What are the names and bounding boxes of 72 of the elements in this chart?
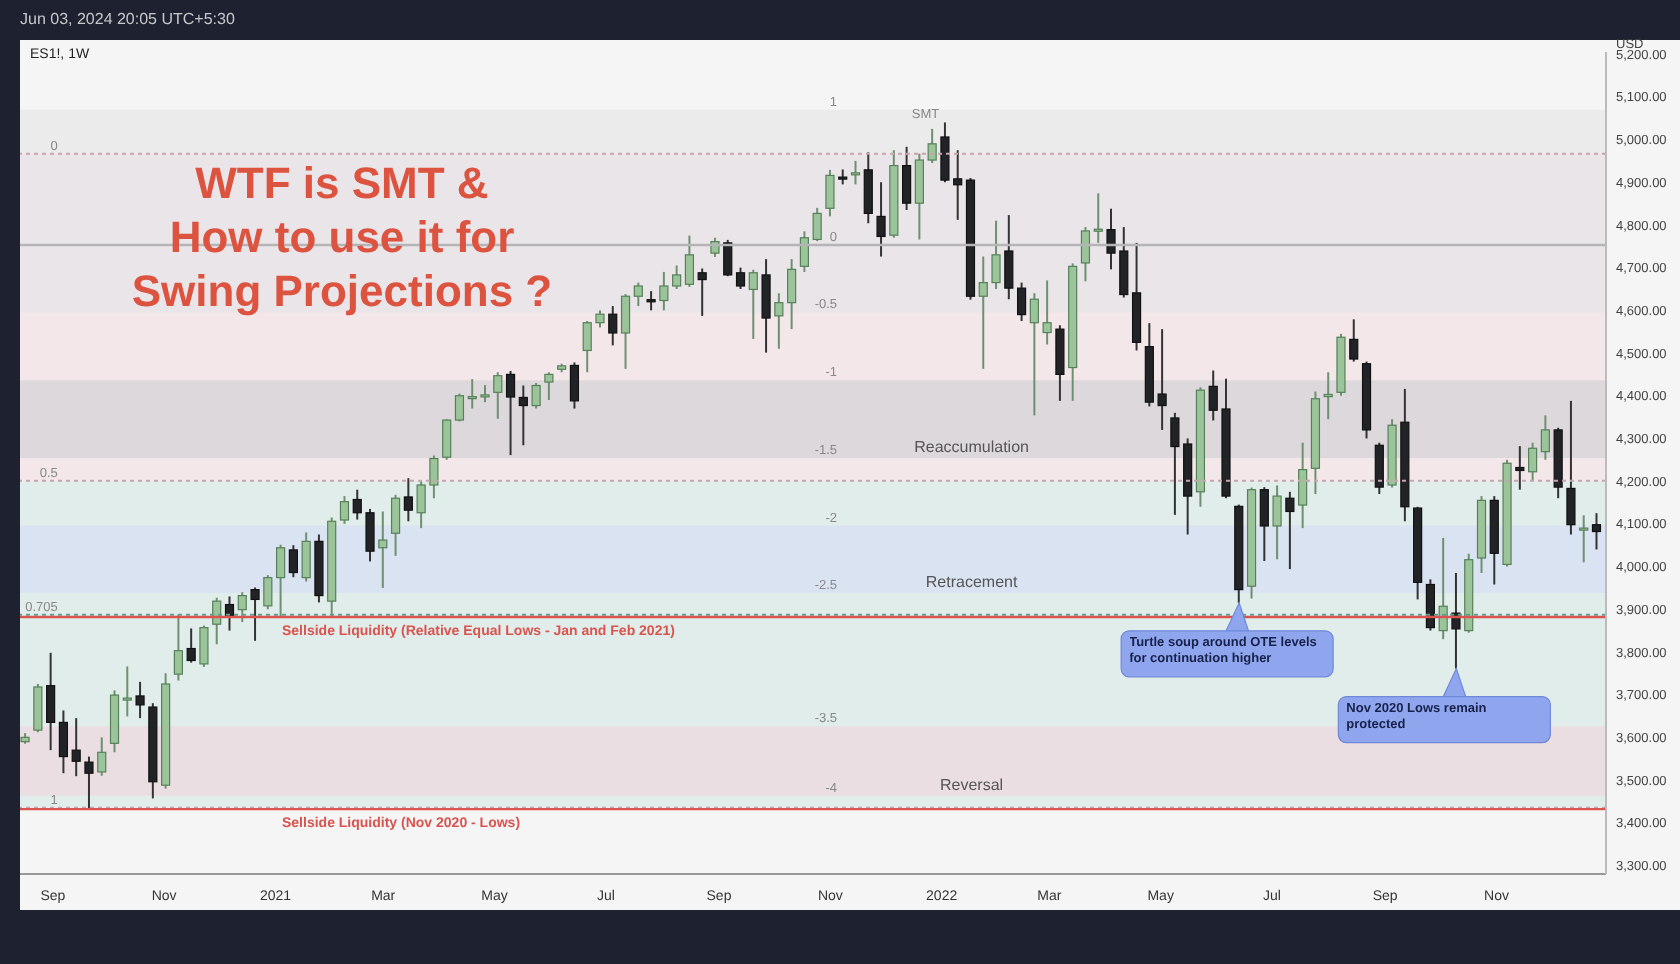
- candlestick: [1323, 371, 1333, 421]
- candlestick: [697, 267, 707, 317]
- candlestick: [863, 151, 873, 225]
- candlestick: [850, 159, 861, 186]
- candlestick: [237, 591, 247, 624]
- candlestick: [263, 574, 273, 611]
- candlestick: [569, 361, 580, 410]
- text: Jun 03, 2024 20:05 UTC+5:30: [20, 10, 235, 28]
- candlestick: [1515, 445, 1525, 491]
- candlestick: [1425, 578, 1435, 632]
- candlestick: [250, 586, 260, 642]
- candlestick: [1349, 318, 1359, 363]
- candlestick: [1579, 514, 1589, 564]
- candlestick: [403, 477, 413, 523]
- candlestick: [1016, 281, 1027, 323]
- candlestick: [186, 627, 196, 664]
- candlestick: [97, 736, 107, 777]
- band-label: Reaccumulation: [914, 438, 1029, 457]
- candlestick: [1272, 484, 1282, 561]
- candlestick: [390, 493, 401, 557]
- candlestick: [825, 168, 835, 218]
- text: WTF is SMT & How to use it for Swing Projections ?: [129, 156, 555, 318]
- candlestick: [1374, 441, 1384, 495]
- candlestick: [122, 665, 132, 718]
- candlestick: [1055, 324, 1065, 402]
- candlestick: [493, 371, 503, 420]
- candlestick: [799, 230, 809, 273]
- candlestick: [902, 145, 912, 211]
- candlestick: [276, 543, 286, 619]
- candlestick: [442, 418, 452, 461]
- band-label: Retracement: [925, 573, 1019, 592]
- candlestick: [787, 258, 797, 331]
- candlestick: [774, 292, 784, 350]
- candlestick: [1080, 226, 1091, 283]
- candlestick: [1298, 441, 1308, 530]
- candlestick: [1259, 486, 1269, 562]
- candlestick: [1004, 214, 1014, 301]
- candlestick: [531, 381, 541, 410]
- candlestick: [876, 181, 886, 258]
- candlestick: [454, 392, 465, 423]
- candlestick: [1540, 414, 1550, 461]
- candlestick: [608, 305, 618, 347]
- candlestick: [761, 258, 771, 354]
- candlestick: [518, 384, 528, 447]
- candlestick: [684, 234, 695, 288]
- candlestick: [1093, 192, 1103, 244]
- candlestick: [135, 680, 145, 720]
- candlestick: [339, 495, 350, 525]
- candlestick: [544, 371, 554, 402]
- candlestick: [46, 651, 56, 752]
- candlestick: [378, 510, 388, 589]
- candlestick: [173, 613, 183, 682]
- candlestick: [914, 152, 924, 241]
- candlestick: [1285, 490, 1295, 571]
- band-label: Reversal: [940, 775, 1004, 794]
- candlestick: [505, 369, 516, 457]
- candlestick: [735, 266, 746, 290]
- candlestick: [288, 544, 298, 579]
- candlestick: [927, 127, 937, 165]
- candlestick: [1566, 399, 1576, 536]
- candlestick: [33, 682, 43, 734]
- candlestick: [58, 709, 69, 775]
- candlestick: [1451, 571, 1461, 670]
- candlestick: [646, 290, 656, 312]
- candlestick: [748, 268, 758, 340]
- candlestick: [199, 624, 209, 668]
- candlestick: [1528, 441, 1538, 483]
- candlestick: [301, 531, 311, 583]
- candlestick: [633, 281, 643, 308]
- candlestick: [620, 293, 631, 370]
- candlestick: [812, 206, 822, 243]
- candlestick: [1591, 512, 1602, 551]
